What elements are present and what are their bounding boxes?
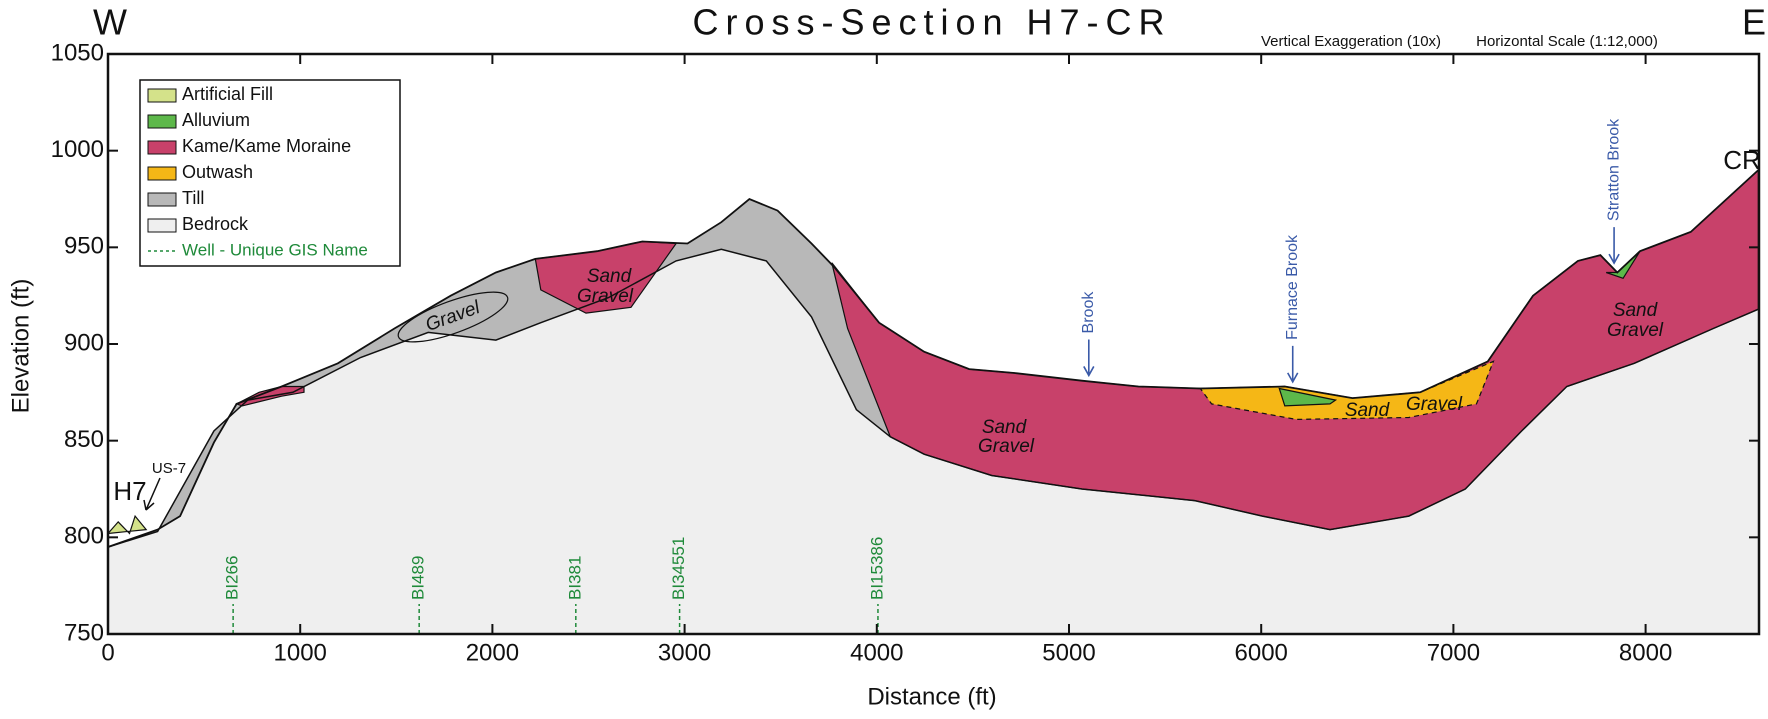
unit-body <box>1278 387 1338 407</box>
y-tick-label: 900 <box>64 329 104 356</box>
gravel-lens <box>397 291 509 343</box>
y-tick-label: 1000 <box>51 136 104 163</box>
x-tick-label: 7000 <box>1427 639 1480 666</box>
legend-label: Kame/Kame Moraine <box>182 136 351 156</box>
y-tick-label: 1050 <box>51 39 104 66</box>
road-arrow <box>143 477 161 511</box>
west-label: W <box>93 2 127 43</box>
brook-arrow <box>1287 345 1299 384</box>
x-tick-label: 4000 <box>850 639 903 666</box>
east-label: E <box>1742 2 1766 43</box>
legend-box <box>139 79 401 267</box>
lithology-label: Sand <box>587 266 633 287</box>
x-tick-label: 2000 <box>466 639 519 666</box>
road-label: US-7 <box>152 460 186 477</box>
endpoint-label: H7 <box>113 476 146 506</box>
ground-line <box>108 169 1759 548</box>
lithology-label: Sand <box>982 417 1028 438</box>
x-tick-label: 6000 <box>1235 639 1288 666</box>
legend-swatch <box>147 192 177 207</box>
y-tick-label: 950 <box>64 233 104 260</box>
note: Vertical Exaggeration (10x) <box>1261 33 1441 50</box>
x-tick-label: 8000 <box>1619 639 1672 666</box>
legend-swatch <box>147 114 177 129</box>
well-label: BI489 <box>409 556 428 600</box>
legend-label: Bedrock <box>182 214 249 234</box>
unit-body <box>108 514 148 535</box>
well-label: BI15386 <box>867 537 886 600</box>
brook-arrow <box>1083 339 1095 378</box>
lithology-label: Gravel <box>1607 320 1664 341</box>
legend-label: Well - Unique GIS Name <box>182 240 368 259</box>
brook-label: Stratton Brook <box>1605 118 1622 221</box>
well-label: BI34551 <box>669 537 688 600</box>
lithology-label: Gravel <box>577 286 634 307</box>
y-tick-label: 800 <box>64 523 104 550</box>
plot-area <box>108 168 1759 634</box>
y-tick-label: 850 <box>64 426 104 453</box>
legend-label: Artificial Fill <box>182 84 273 104</box>
well-label: BI381 <box>565 556 584 600</box>
legend-swatch <box>147 88 177 103</box>
legend-label: Outwash <box>182 162 253 182</box>
x-tick-label: 3000 <box>658 639 711 666</box>
lithology-label: Gravel <box>1406 394 1463 415</box>
lithology-label: Gravel <box>978 436 1035 457</box>
x-tick-label: 0 <box>101 639 114 666</box>
brook-label: Brook <box>1080 291 1097 334</box>
bedrock <box>108 249 1759 634</box>
endpoint-label: CR <box>1723 145 1761 175</box>
legend: Artificial Fill Alluvium Kame/Kame Moraine… <box>139 79 401 267</box>
y-tick-label: 750 <box>64 619 104 646</box>
lithology-label: Sand <box>1613 300 1659 321</box>
bedrock-line <box>108 248 1759 548</box>
brook-arrow <box>1608 227 1620 265</box>
legend-swatch <box>147 140 177 155</box>
legend-label: Till <box>182 188 204 208</box>
legend-swatch <box>147 166 177 181</box>
legend-swatch <box>147 218 177 233</box>
x-axis-label: Distance (ft) <box>867 683 996 710</box>
legend-label: Alluvium <box>182 110 250 130</box>
note: Horizontal Scale (1:12,000) <box>1476 33 1658 50</box>
chart-title: Cross-Section H7-CR <box>692 2 1171 43</box>
x-tick-label: 5000 <box>1042 639 1095 666</box>
lithology-label: Sand <box>1345 400 1391 421</box>
y-axis-label: Elevation (ft) <box>7 279 34 414</box>
brook-label: Furnace Brook <box>1284 234 1301 340</box>
x-tick-label: 1000 <box>274 639 327 666</box>
well-label: BI266 <box>223 556 242 600</box>
